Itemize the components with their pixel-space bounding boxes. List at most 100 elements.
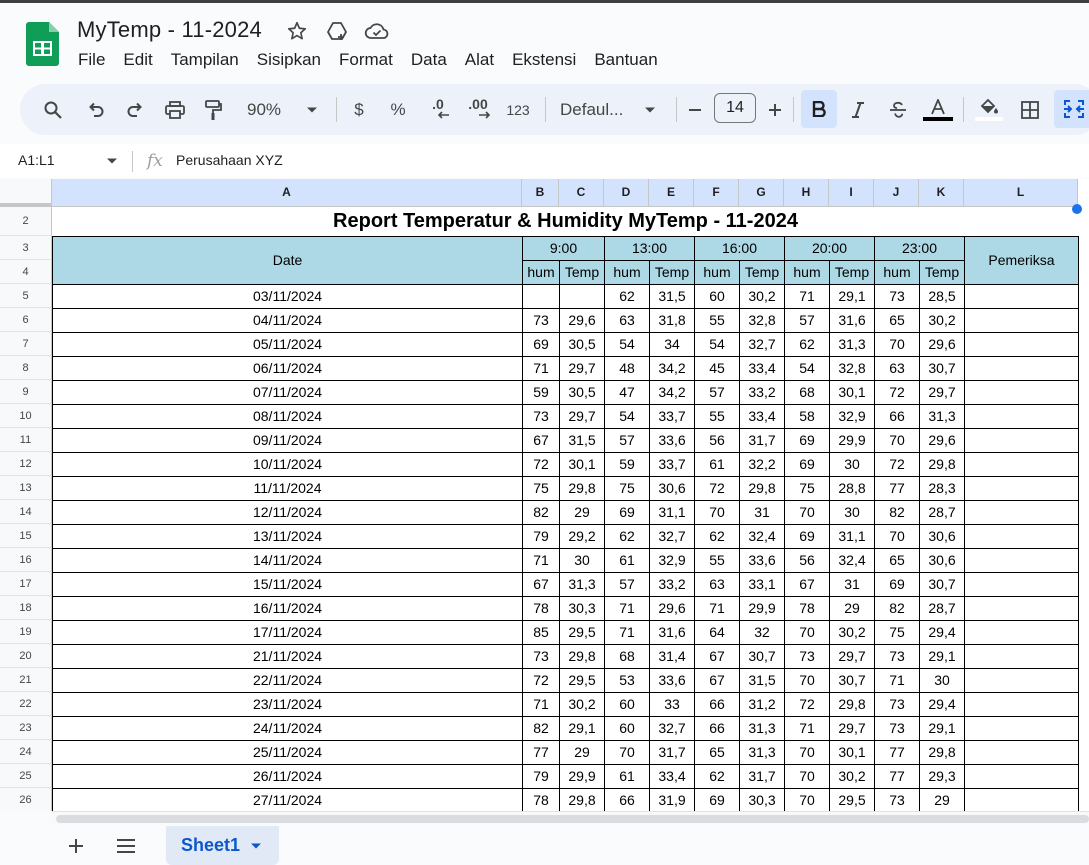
hum-cell[interactable]: 70 bbox=[694, 499, 740, 525]
hum-cell[interactable]: 66 bbox=[694, 715, 740, 741]
selection-handle[interactable] bbox=[1072, 204, 1082, 214]
temp-cell[interactable]: 33,6 bbox=[739, 547, 785, 573]
add-sheet-icon[interactable] bbox=[66, 836, 86, 856]
temp-cell[interactable]: 31,3 bbox=[919, 403, 965, 429]
temp-cell[interactable]: 32,9 bbox=[829, 403, 875, 429]
temp-cell[interactable]: 33,6 bbox=[649, 667, 695, 693]
sub-header-cell[interactable]: hum bbox=[784, 259, 830, 285]
date-cell[interactable]: 12/11/2024 bbox=[52, 499, 523, 525]
hum-cell[interactable]: 77 bbox=[874, 739, 920, 765]
temp-cell[interactable]: 31,7 bbox=[739, 763, 785, 789]
hum-cell[interactable]: 73 bbox=[874, 715, 920, 741]
temp-cell[interactable]: 32,8 bbox=[829, 355, 875, 381]
hum-cell[interactable]: 53 bbox=[604, 667, 650, 693]
date-cell[interactable]: 04/11/2024 bbox=[52, 307, 523, 333]
font-size-input[interactable]: 14 bbox=[714, 93, 756, 123]
paint-format-icon[interactable] bbox=[198, 84, 228, 135]
hum-cell[interactable]: 60 bbox=[604, 691, 650, 717]
checker-cell[interactable] bbox=[964, 667, 1079, 693]
hum-cell[interactable]: 54 bbox=[604, 331, 650, 357]
date-cell[interactable]: 08/11/2024 bbox=[52, 403, 523, 429]
hum-cell[interactable]: 62 bbox=[604, 283, 650, 309]
temp-cell[interactable]: 34,2 bbox=[649, 355, 695, 381]
temp-cell[interactable]: 30,2 bbox=[829, 619, 875, 645]
hum-cell[interactable]: 69 bbox=[784, 427, 830, 453]
hum-cell[interactable]: 57 bbox=[784, 307, 830, 333]
temp-cell[interactable]: 30,7 bbox=[919, 571, 965, 597]
temp-cell[interactable]: 29,8 bbox=[559, 475, 605, 501]
temp-cell[interactable]: 30,1 bbox=[829, 739, 875, 765]
temp-cell[interactable]: 30,5 bbox=[559, 331, 605, 357]
temp-cell[interactable]: 30 bbox=[559, 547, 605, 573]
temp-cell[interactable]: 29,1 bbox=[919, 643, 965, 669]
temp-cell[interactable]: 31,3 bbox=[559, 571, 605, 597]
increase-font-size-icon[interactable] bbox=[764, 84, 786, 135]
row-header[interactable]: 18 bbox=[0, 596, 52, 620]
hum-cell[interactable]: 78 bbox=[522, 787, 560, 811]
temp-cell[interactable]: 29 bbox=[919, 787, 965, 811]
hum-cell[interactable]: 70 bbox=[784, 619, 830, 645]
menu-help[interactable]: Bantuan bbox=[594, 50, 658, 69]
temp-cell[interactable]: 31 bbox=[829, 571, 875, 597]
cloud-saved-icon[interactable] bbox=[364, 18, 390, 44]
temp-cell[interactable]: 31,5 bbox=[649, 283, 695, 309]
hum-cell[interactable]: 82 bbox=[522, 499, 560, 525]
temp-cell[interactable]: 32,7 bbox=[739, 331, 785, 357]
hum-cell[interactable]: 75 bbox=[784, 475, 830, 501]
temp-cell[interactable]: 28,7 bbox=[919, 595, 965, 621]
hum-cell[interactable]: 72 bbox=[874, 451, 920, 477]
temp-cell[interactable]: 31,7 bbox=[649, 739, 695, 765]
row-header[interactable]: 7 bbox=[0, 332, 52, 356]
temp-cell[interactable]: 34,2 bbox=[649, 379, 695, 405]
checker-cell[interactable] bbox=[964, 355, 1079, 381]
temp-cell[interactable]: 31,8 bbox=[649, 307, 695, 333]
column-header-c[interactable]: C bbox=[559, 179, 604, 207]
temp-cell[interactable]: 32,7 bbox=[649, 523, 695, 549]
column-header-i[interactable]: I bbox=[829, 179, 874, 207]
column-header-a[interactable]: A bbox=[52, 179, 522, 207]
checker-cell[interactable] bbox=[964, 379, 1079, 405]
hum-cell[interactable]: 69 bbox=[784, 523, 830, 549]
hum-cell[interactable]: 70 bbox=[874, 331, 920, 357]
scrollbar-thumb[interactable] bbox=[56, 815, 1089, 823]
temp-cell[interactable]: 29 bbox=[829, 595, 875, 621]
percent-format-button[interactable]: % bbox=[390, 99, 406, 119]
row-header[interactable]: 21 bbox=[0, 668, 52, 692]
temp-cell[interactable]: 32,4 bbox=[829, 547, 875, 573]
font-select[interactable]: Defaul... bbox=[560, 99, 624, 119]
temp-cell[interactable]: 33,7 bbox=[649, 451, 695, 477]
hum-cell[interactable]: 82 bbox=[874, 595, 920, 621]
hum-cell[interactable]: 45 bbox=[694, 355, 740, 381]
hum-cell[interactable]: 79 bbox=[522, 523, 560, 549]
temp-cell[interactable]: 29,6 bbox=[919, 427, 965, 453]
hum-cell[interactable]: 48 bbox=[604, 355, 650, 381]
hum-cell[interactable]: 79 bbox=[522, 763, 560, 789]
temp-cell[interactable]: 31,9 bbox=[649, 787, 695, 811]
temp-cell[interactable]: 33 bbox=[649, 691, 695, 717]
temp-cell[interactable]: 28,7 bbox=[919, 499, 965, 525]
date-cell[interactable]: 05/11/2024 bbox=[52, 331, 523, 357]
sub-header-cell[interactable]: Temp bbox=[829, 259, 875, 285]
column-header-f[interactable]: F bbox=[694, 179, 739, 207]
menu-file[interactable]: File bbox=[78, 50, 106, 69]
temp-cell[interactable]: 31,5 bbox=[559, 427, 605, 453]
row-header[interactable]: 12 bbox=[0, 452, 52, 476]
hum-cell[interactable]: 67 bbox=[784, 571, 830, 597]
fill-color-icon[interactable] bbox=[974, 84, 1004, 135]
hum-cell[interactable]: 57 bbox=[604, 427, 650, 453]
hum-cell[interactable]: 66 bbox=[604, 787, 650, 811]
time-header-2000[interactable]: 20:00 bbox=[784, 235, 875, 261]
hum-cell[interactable]: 47 bbox=[604, 379, 650, 405]
hum-cell[interactable]: 63 bbox=[874, 355, 920, 381]
temp-cell[interactable]: 29,7 bbox=[919, 379, 965, 405]
temp-cell[interactable]: 30,3 bbox=[559, 595, 605, 621]
decrease-font-size-icon[interactable] bbox=[684, 84, 706, 135]
hum-cell[interactable]: 73 bbox=[522, 307, 560, 333]
temp-cell[interactable]: 29,7 bbox=[559, 403, 605, 429]
temp-cell[interactable]: 31,4 bbox=[649, 643, 695, 669]
checker-cell[interactable] bbox=[964, 307, 1079, 333]
row-header[interactable]: 16 bbox=[0, 548, 52, 572]
hum-cell[interactable]: 69 bbox=[604, 499, 650, 525]
hum-cell[interactable]: 69 bbox=[784, 451, 830, 477]
hum-cell[interactable]: 71 bbox=[784, 715, 830, 741]
